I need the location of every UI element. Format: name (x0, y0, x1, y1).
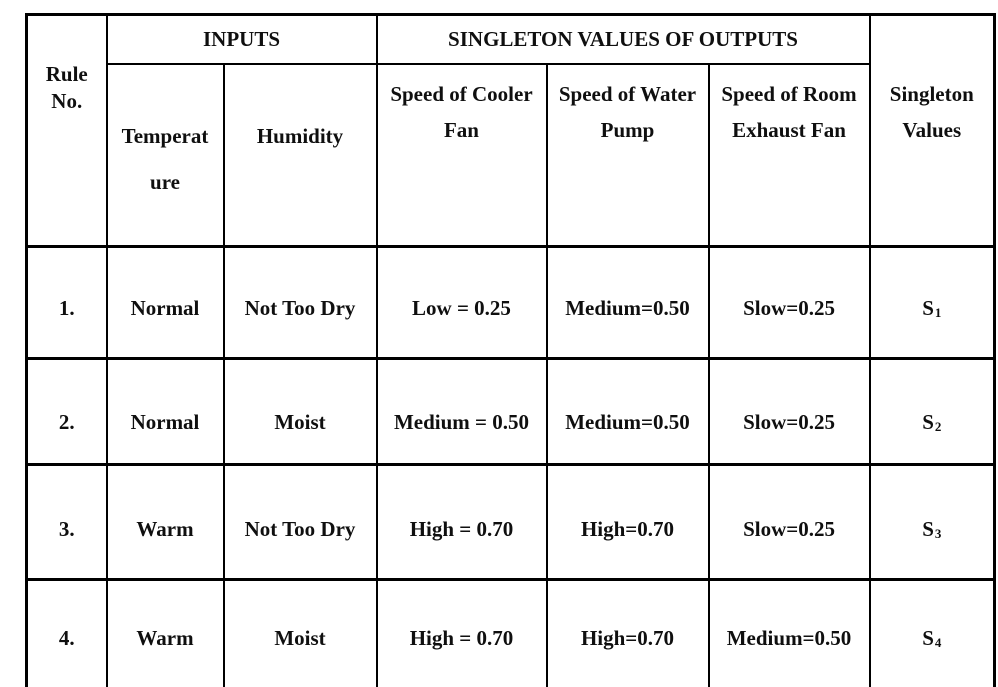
cell-singleton-value: S3 (868, 463, 996, 581)
fuzzy-rules-table: Rule No. INPUTS SINGLETON VALUES OF OUTP… (25, 13, 997, 687)
cell-humidity: Moist (222, 357, 378, 466)
cell-humidity: Not Too Dry (222, 463, 378, 581)
header-exhaust-fan: Speed of Room Exhaust Fan (707, 62, 871, 248)
header-outputs-group: SINGLETON VALUES OF OUTPUTS (375, 13, 871, 65)
header-temperature: Temperat ure (105, 62, 225, 248)
cell-water-pump: High=0.70 (545, 578, 710, 687)
cell-exhaust-fan: Medium=0.50 (707, 578, 871, 687)
singleton-subscript: 4 (934, 635, 942, 650)
cell-temperature: Normal (105, 245, 225, 360)
table-row: 4. Warm Moist High = 0.70 High=0.70 Medi… (25, 578, 996, 687)
singleton-subscript: 2 (934, 419, 942, 434)
header-group-row: Rule No. INPUTS SINGLETON VALUES OF OUTP… (25, 13, 996, 248)
cell-rule-no: 1. (25, 245, 108, 360)
cell-exhaust-fan: Slow=0.25 (707, 357, 871, 466)
singleton-base: S (922, 626, 934, 650)
singleton-subscript: 1 (934, 305, 942, 320)
header-rule-no: Rule No. (25, 13, 108, 248)
singleton-base: S (922, 517, 934, 541)
singleton-base: S (922, 410, 934, 434)
header-water-pump: Speed of Water Pump (545, 62, 710, 248)
table-row: 1. Normal Not Too Dry Low = 0.25 Medium=… (25, 245, 996, 360)
cell-humidity: Moist (222, 578, 378, 687)
header-cooler-fan: Speed of Cooler Fan (375, 62, 548, 248)
cell-cooler-fan: Low = 0.25 (375, 245, 548, 360)
header-humidity: Humidity (222, 62, 378, 248)
header-inputs-group: INPUTS (105, 13, 378, 65)
cell-rule-no: 2. (25, 357, 108, 466)
cell-singleton-value: S1 (868, 245, 996, 360)
header-temperature-line1: Temperat (121, 123, 209, 148)
cell-rule-no: 3. (25, 463, 108, 581)
cell-water-pump: High=0.70 (545, 463, 710, 581)
cell-water-pump: Medium=0.50 (545, 245, 710, 360)
singleton-subscript: 3 (934, 526, 942, 541)
cell-cooler-fan: Medium = 0.50 (375, 357, 548, 466)
cell-humidity: Not Too Dry (222, 245, 378, 360)
header-singleton-values: Singleton Values (868, 13, 996, 248)
singleton-base: S (922, 296, 934, 320)
table-row: 3. Warm Not Too Dry High = 0.70 High=0.7… (25, 463, 996, 581)
cell-cooler-fan: High = 0.70 (375, 578, 548, 687)
cell-temperature: Normal (105, 357, 225, 466)
cell-temperature: Warm (105, 463, 225, 581)
cell-rule-no: 4. (25, 578, 108, 687)
cell-singleton-value: S2 (868, 357, 996, 466)
cell-singleton-value: S4 (868, 578, 996, 687)
cell-temperature: Warm (105, 578, 225, 687)
cell-cooler-fan: High = 0.70 (375, 463, 548, 581)
table-row: 2. Normal Moist Medium = 0.50 Medium=0.5… (25, 357, 996, 466)
cell-water-pump: Medium=0.50 (545, 357, 710, 466)
cell-exhaust-fan: Slow=0.25 (707, 245, 871, 360)
header-columns-row: Temperat ure Humidity Speed of Cooler Fa… (27, 62, 995, 248)
cell-exhaust-fan: Slow=0.25 (707, 463, 871, 581)
header-temperature-line2: ure (150, 169, 180, 194)
